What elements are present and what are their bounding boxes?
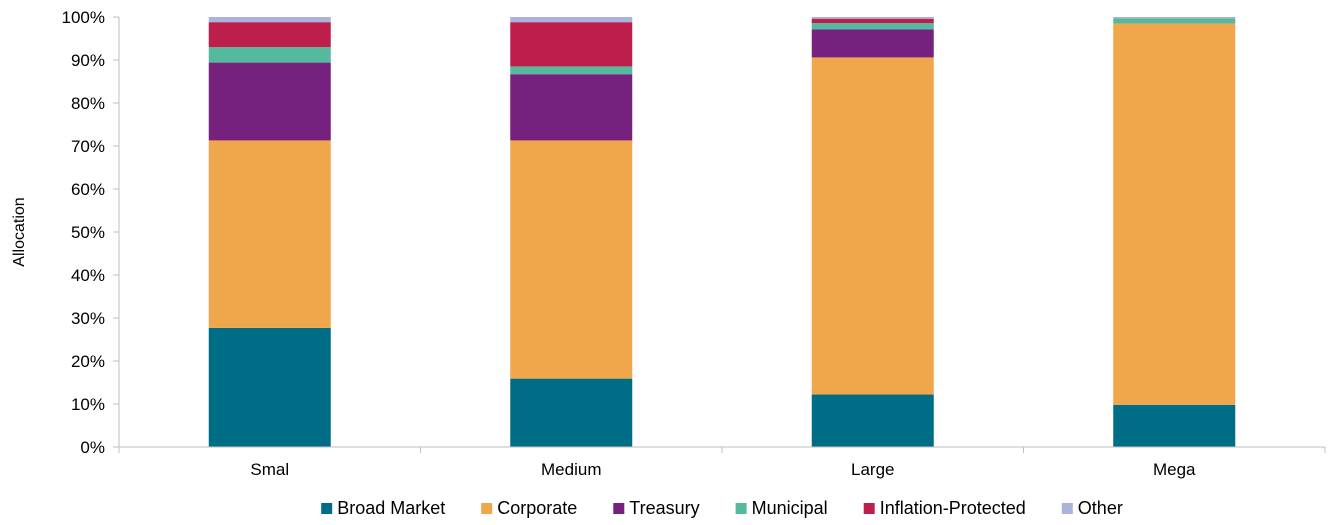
x-tick-label: Medium <box>541 460 601 479</box>
bar-segment-municipal-mega <box>1113 18 1236 24</box>
y-tick-label: 50% <box>71 223 105 242</box>
legend-label: Treasury <box>629 498 699 518</box>
legend: Broad Market Corporate Treasury Municipal In… <box>321 498 1123 518</box>
bar-segment-broad-market-smal <box>208 327 331 447</box>
bar-segment-other-large <box>811 17 934 19</box>
bar-segment-broad-market-medium <box>510 378 633 447</box>
y-tick-label: 80% <box>71 94 105 113</box>
bar-segment-treasury-large <box>811 29 934 58</box>
bar-segment-inflation-protected-smal <box>208 22 331 48</box>
legend-item: Broad Market <box>321 498 445 518</box>
bar-segment-municipal-large <box>811 23 934 30</box>
bar-segment-corporate-large <box>811 57 934 395</box>
bar-segment-broad-market-mega <box>1113 404 1236 447</box>
y-tick-label: 30% <box>71 309 105 328</box>
legend-label: Municipal <box>752 498 828 518</box>
legend-item: Inflation-Protected <box>863 498 1026 518</box>
y-axis-title: Allocation <box>11 197 28 266</box>
legend-item: Treasury <box>613 498 700 518</box>
legend-swatch <box>1061 503 1073 514</box>
legend-label: Corporate <box>497 498 577 518</box>
bar-segment-corporate-smal <box>208 140 331 328</box>
y-tick-label: 0% <box>80 438 105 457</box>
legend-item: Other <box>1061 498 1123 518</box>
bar-segment-municipal-smal <box>208 47 331 63</box>
legend-label: Broad Market <box>337 498 445 518</box>
axes: 0% 10% 20% 30% 40% 50% 60% 70% 80% 90% 100% Smal Med… <box>11 8 1326 479</box>
legend-label: Other <box>1078 498 1123 518</box>
legend-swatch <box>613 503 625 514</box>
bar-segment-other-medium <box>510 17 633 23</box>
legend-label: Inflation-Protected <box>880 498 1026 518</box>
x-tick-label: Large <box>851 460 894 479</box>
bar-segment-inflation-protected-medium <box>510 22 633 67</box>
legend-item: Corporate <box>481 498 577 518</box>
bar-segment-other-mega <box>1113 17 1236 19</box>
y-tick-label: 20% <box>71 352 105 371</box>
y-tick-label: 100% <box>62 8 105 27</box>
bar-segment-broad-market-large <box>811 394 934 447</box>
legend-swatch <box>735 503 747 514</box>
legend-swatch <box>481 503 493 514</box>
x-tick-label: Mega <box>1153 460 1196 479</box>
legend-item: Municipal <box>735 498 828 518</box>
bar-segment-treasury-smal <box>208 62 331 141</box>
bar-segment-inflation-protected-large <box>811 18 934 24</box>
legend-swatch <box>321 503 333 514</box>
y-tick-label: 90% <box>71 51 105 70</box>
bar-segment-municipal-medium <box>510 66 633 75</box>
y-tick-label: 60% <box>71 180 105 199</box>
bar-segment-corporate-mega <box>1113 23 1236 405</box>
y-tick-label: 10% <box>71 395 105 414</box>
plot-area <box>208 17 1236 447</box>
bar-segment-other-smal <box>208 17 331 23</box>
x-tick-label: Smal <box>250 460 289 479</box>
y-tick-label: 70% <box>71 137 105 156</box>
legend-swatch <box>863 503 875 514</box>
bar-segment-corporate-medium <box>510 140 633 379</box>
bar-segment-treasury-medium <box>510 74 633 141</box>
y-tick-label: 40% <box>71 266 105 285</box>
